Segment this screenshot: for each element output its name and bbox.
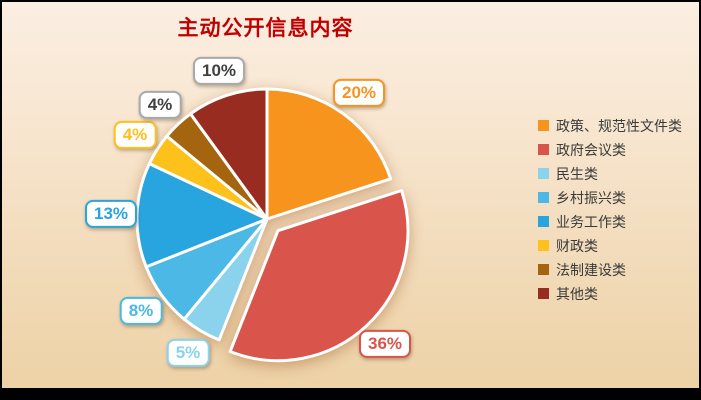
pie-slice-1	[228, 188, 410, 363]
legend-swatch	[538, 120, 549, 131]
legend-item-label: 其他类	[556, 285, 598, 302]
legend-swatch	[538, 192, 549, 203]
pie-slice-7	[189, 87, 269, 221]
pie-slice-value-label: 20%	[332, 78, 386, 108]
legend-item: 法制建设类	[538, 262, 682, 277]
legend-item-label: 民生类	[556, 165, 598, 182]
legend-swatch	[538, 144, 549, 155]
legend: 政策、规范性文件类 政府会议类 民生类 乡村振兴类 业务工作类 财政类 法制建设…	[538, 118, 682, 301]
legend-item-label: 政策、规范性文件类	[556, 117, 682, 134]
pie-slice-value-label: 13%	[84, 199, 138, 229]
pie-slice-value-label: 4%	[113, 120, 157, 150]
pie-slice-value-label: 5%	[166, 338, 210, 368]
legend-swatch	[538, 240, 549, 251]
legend-item-label: 乡村振兴类	[556, 189, 626, 206]
legend-item-label: 政府会议类	[556, 141, 626, 158]
legend-item: 政府会议类	[538, 142, 682, 157]
chart-frame: 主动公开信息内容 20% 36% 5% 8% 13% 4% 4% 10% 政策、…	[2, 2, 699, 388]
legend-item-label: 财政类	[556, 237, 598, 254]
legend-swatch	[538, 288, 549, 299]
legend-item-label: 法制建设类	[556, 261, 626, 278]
legend-swatch	[538, 168, 549, 179]
legend-swatch	[538, 216, 549, 227]
pie-slice-value-label: 10%	[192, 56, 246, 86]
pie-chart	[135, 87, 410, 363]
legend-item: 其他类	[538, 286, 682, 301]
legend-item: 政策、规范性文件类	[538, 118, 682, 133]
pie-slice-4	[135, 162, 269, 269]
legend-item: 财政类	[538, 238, 682, 253]
legend-item: 业务工作类	[538, 214, 682, 229]
legend-item-label: 业务工作类	[556, 213, 626, 230]
pie-slice-0	[265, 87, 393, 221]
legend-item: 民生类	[538, 166, 682, 181]
pie-slice-value-label: 36%	[358, 329, 412, 359]
pie-slice-value-label: 4%	[138, 90, 182, 120]
pie-slice-value-label: 8%	[119, 296, 163, 326]
chart-title: 主动公开信息内容	[177, 17, 354, 40]
legend-swatch	[538, 264, 549, 275]
legend-item: 乡村振兴类	[538, 190, 682, 205]
